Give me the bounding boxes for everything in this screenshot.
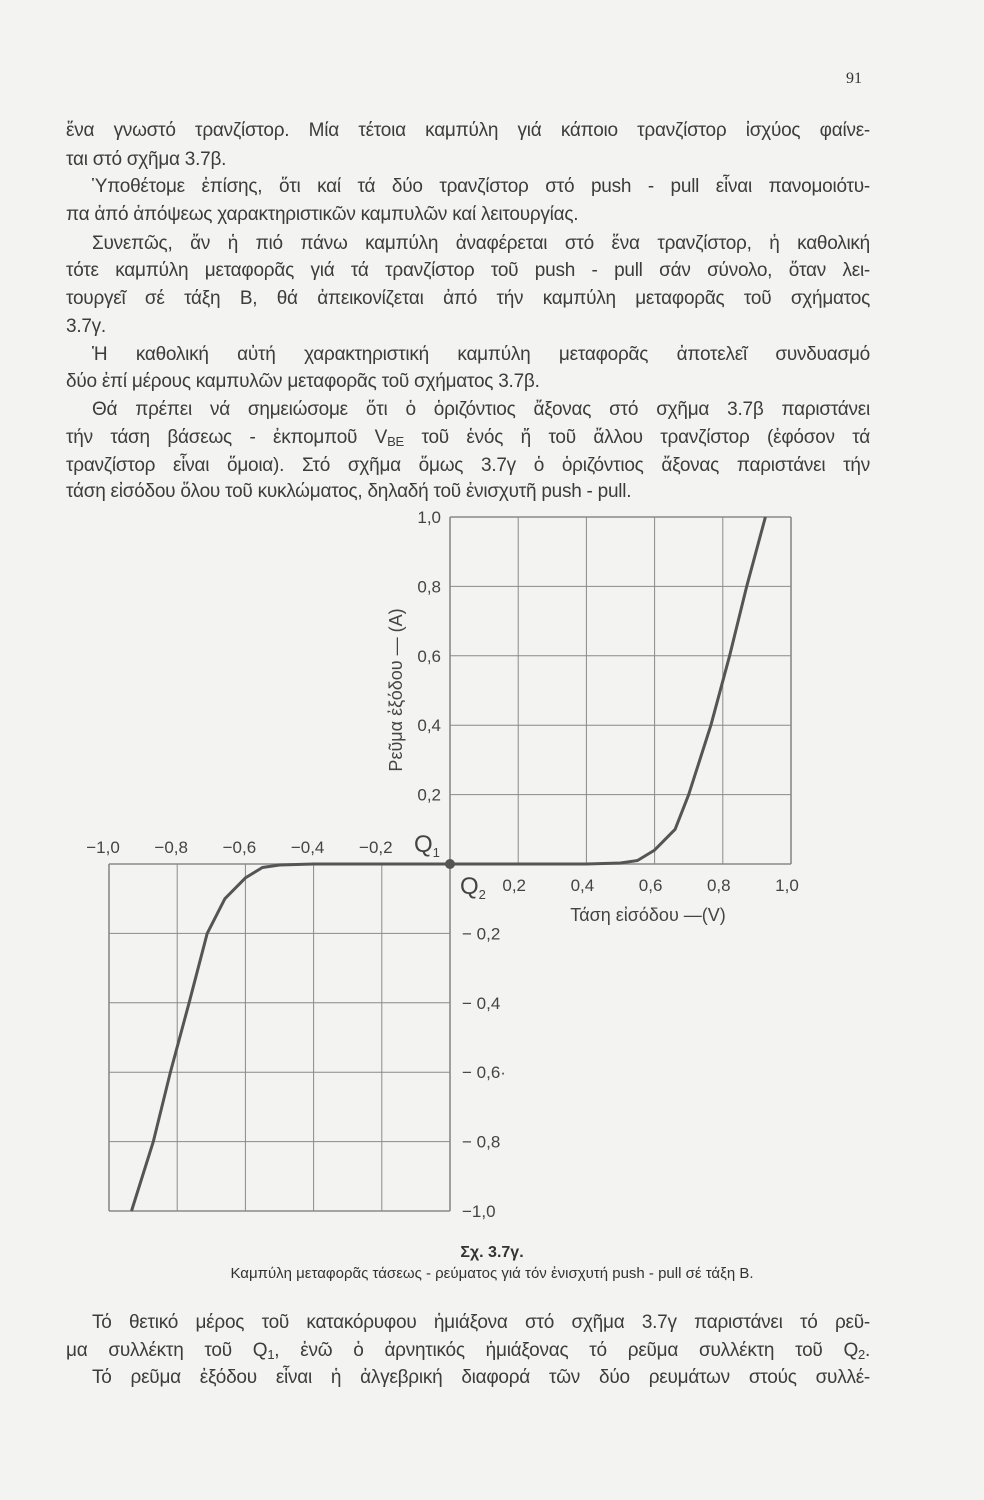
text-span: μα συλλέκτη τοῦ Q — [66, 1340, 268, 1361]
q1-label: Q1 — [414, 831, 440, 860]
body-line: ται στό σχῆμα 3.7β. — [66, 149, 227, 170]
page-number: 91 — [846, 70, 862, 87]
y-tick-label: 0,4 — [417, 716, 441, 735]
body-line: Τό ρεῦμα ἐξόδου εἶναι ἡ ἀλγεβρική διαφορ… — [92, 1367, 870, 1388]
x-tick-label: −0,2 — [359, 838, 393, 857]
x-tick-label: −0,6 — [223, 838, 257, 857]
x-axis-label: Τάση εἰσόδου —(V) — [570, 905, 726, 925]
figure-number: Σχ. 3.7γ. — [460, 1244, 524, 1261]
body-line: Τό θετικό μέρος τοῦ κατακόρυφου ἡμιάξονα… — [92, 1312, 870, 1333]
x-tick-label: 0,4 — [571, 876, 595, 895]
text-span: τήν τάση βάσεως - ἐκπομποῦ V — [66, 427, 388, 448]
y-tick-label: − 0,8 — [462, 1133, 500, 1152]
body-line: δύο ἐπί μέρους καμπυλῶν μεταφορᾶς τοῦ σχ… — [66, 371, 540, 392]
origin-marker — [445, 859, 455, 869]
body-line: τήν τάση βάσεως - ἐκπομποῦ VBE τοῦ ἑνός … — [66, 426, 870, 454]
x-tick-label: 0,6 — [639, 876, 663, 895]
body-line: Ἡ καθολική αὐτή χαρακτηριστική καμπύλη μ… — [92, 344, 870, 365]
body-line: 3.7γ. — [66, 316, 106, 337]
body-line: τουργεῖ σέ τάξη Β, θά ἀπεικονίζεται ἀπό … — [66, 288, 870, 309]
body-line: τότε καμπύλη μεταφορᾶς γιά τά τρανζίστορ… — [66, 260, 870, 281]
x-tick-label: −0,8 — [154, 838, 188, 857]
text-span: τοῦ ἑνός ἤ τοῦ ἄλλου τρανζίστορ (ἐφόσον … — [403, 427, 871, 448]
y-tick-label: 0,6 — [417, 647, 441, 666]
body-line: μα συλλέκτη τοῦ Q1, ἐνῶ ὁ ἀρνητικός ἡμιά… — [66, 1339, 870, 1367]
y-tick-label: −1,0 — [462, 1202, 496, 1221]
subscript: BE — [387, 434, 404, 449]
y-axis-label: Ρεῦμα ἐξόδου — (A) — [386, 608, 406, 771]
text-span: , ἐνῶ ὁ ἀρνητικός ἡμιάξονας τό ρεῦμα συλ… — [274, 1340, 858, 1361]
y-tick-label: 1,0 — [417, 508, 441, 527]
x-tick-label: 0,2 — [502, 876, 526, 895]
text-span: . — [864, 1340, 870, 1361]
y-tick-label: − 0,6· — [462, 1063, 506, 1082]
body-line: ἕνα γνωστό τρανζίστορ. Μία τέτοια καμπύλ… — [66, 120, 870, 141]
subscript: 2 — [857, 1347, 865, 1362]
y-tick-label: 0,2 — [417, 786, 441, 805]
body-line: πα ἀπό ἀπόψεως χαρακτηριστικῶν καμπυλῶν … — [66, 204, 579, 225]
figure-caption: Καμπύλη μεταφορᾶς τάσεως - ρεύματος γιά … — [230, 1265, 754, 1282]
x-tick-label: 0,8 — [707, 876, 731, 895]
x-tick-label: 1,0 — [775, 876, 799, 895]
q2-label: Q2 — [460, 873, 486, 902]
body-line: Ὑποθέτομε ἐπίσης, ὅτι καί τά δύο τρανζίσ… — [92, 176, 870, 197]
body-line: Θά πρέπει νά σημειώσομε ὅτι ὁ ὁριζόντιος… — [92, 399, 870, 420]
y-tick-label: − 0,2 — [462, 924, 500, 943]
body-line: Συνεπῶς, ἄν ἡ πιό πάνω καμπύλη ἀναφέρετα… — [92, 233, 870, 254]
body-line: τάση εἰσόδου ὅλου τοῦ κυκλώματος, δηλαδή… — [66, 481, 632, 502]
body-line: τρανζίστορ εἶναι ὅμοια). Στό σχῆμα ὅμως … — [66, 455, 870, 476]
subscript: 1 — [267, 1347, 275, 1362]
y-tick-label: 0,8 — [417, 577, 441, 596]
x-tick-label: −0,4 — [291, 838, 325, 857]
y-tick-label: − 0,4 — [462, 994, 500, 1013]
x-tick-label: −1,0 — [86, 838, 120, 857]
